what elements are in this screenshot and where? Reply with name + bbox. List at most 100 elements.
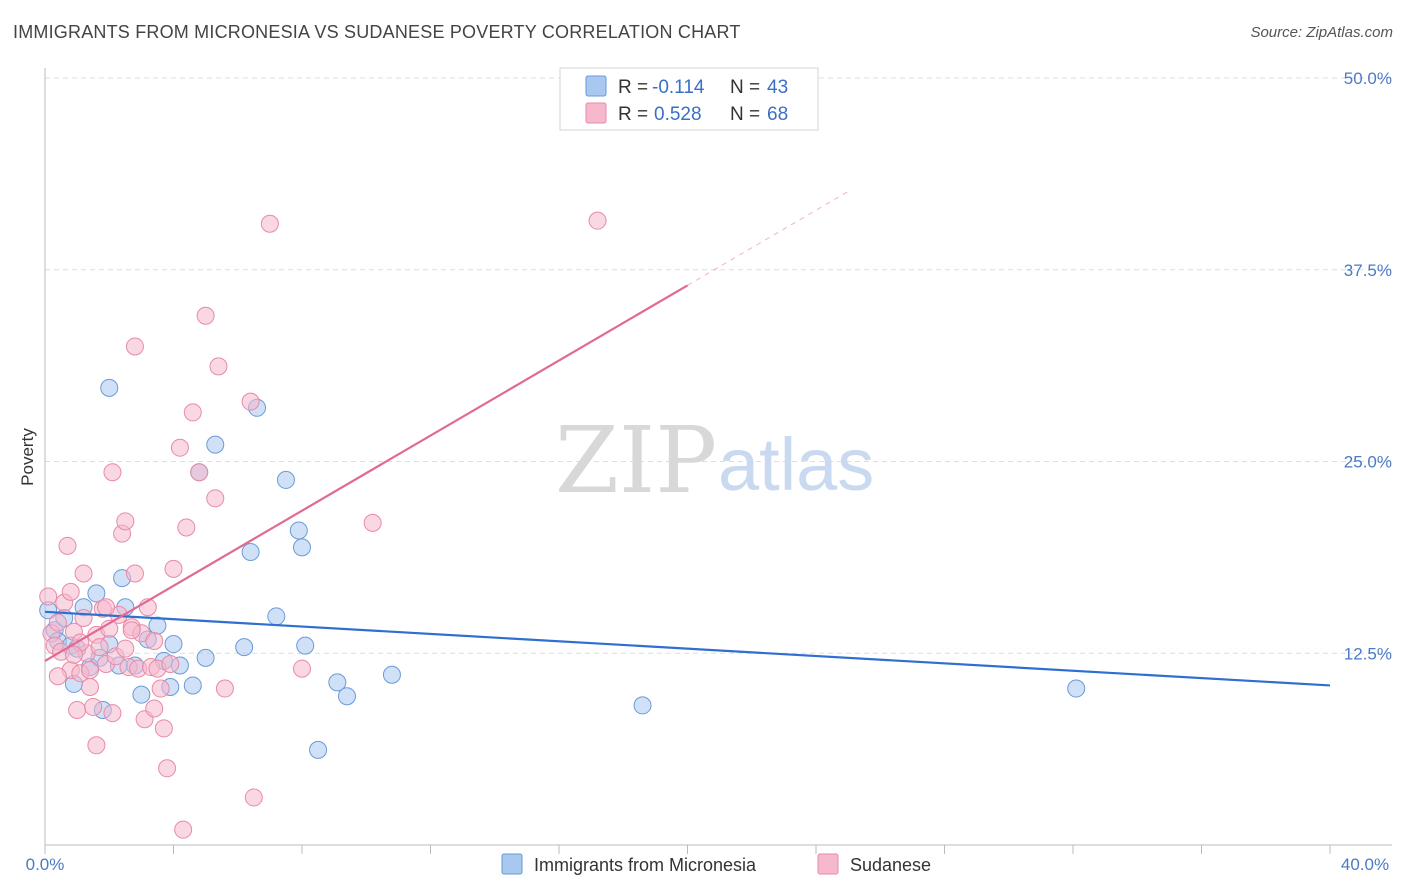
pink-trend-extension (687, 191, 849, 286)
pink-point-65 (64, 645, 83, 664)
y-axis-label: Poverty (18, 428, 37, 486)
watermark-atlas: atlas (718, 423, 874, 506)
pink-point-44 (196, 306, 215, 325)
pink-point-20 (103, 704, 122, 723)
pink-point-14 (84, 697, 103, 716)
pink-point-42 (183, 403, 202, 422)
legend-n-value-blue: 43 (767, 77, 788, 98)
pink-point-39 (164, 559, 183, 578)
pink-point-47 (215, 679, 234, 698)
pink-point-38 (161, 654, 180, 673)
x-tick-labels: 0.0% 40.0% (26, 855, 1389, 874)
y-tick-label-2: 37.5% (1344, 261, 1392, 280)
legend-r-label-pink: R = (618, 104, 648, 125)
blue-point-24 (183, 676, 202, 695)
pink-point-3 (48, 613, 67, 632)
pink-point-24 (116, 512, 135, 531)
y-tick-label-3: 50.0% (1344, 69, 1392, 88)
pink-point-67 (80, 661, 99, 680)
blue-point-25 (196, 648, 215, 667)
legend-r-value-pink: 0.528 (654, 104, 702, 125)
blue-point-37 (337, 687, 356, 706)
pink-point-6 (58, 536, 77, 555)
blue-point-17 (132, 685, 151, 704)
pink-point-9 (68, 701, 87, 720)
pink-point-51 (293, 659, 311, 678)
legend-r-label-blue: R = (618, 77, 648, 98)
source-label: Source: ZipAtlas.com (1250, 24, 1393, 41)
pink-point-27 (125, 564, 144, 583)
pink-point-13 (80, 677, 99, 696)
bottom-legend-label-blue: Immigrants from Micronesia (534, 855, 757, 875)
y-tick-label-1: 25.0% (1344, 453, 1392, 472)
bottom-legend: Immigrants from Micronesia Sudanese (501, 853, 931, 875)
pink-point-36 (154, 719, 173, 738)
legend-n-value-pink: 68 (767, 104, 788, 125)
pink-point-60 (97, 598, 116, 617)
pink-point-37 (158, 759, 177, 778)
grid-lines (45, 77, 1392, 654)
pink-point-11 (74, 608, 93, 627)
data-points (39, 211, 1086, 839)
blue-trend-line (44, 610, 1331, 687)
axes (44, 68, 1392, 854)
pink-point-53 (125, 337, 144, 356)
legend-r-value-blue: -0.114 (652, 77, 705, 98)
blue-point-31 (267, 607, 286, 626)
pink-point-48 (241, 392, 260, 411)
pink-point-61 (61, 582, 80, 601)
pink-point-46 (209, 357, 228, 376)
pink-point-50 (260, 214, 279, 233)
legend-swatch-pink (585, 102, 607, 124)
blue-point-28 (235, 638, 254, 657)
pink-point-66 (588, 211, 607, 230)
blue-point-27 (206, 435, 225, 454)
legend-n-label-blue: N = (730, 77, 760, 98)
pink-point-40 (170, 438, 189, 457)
x-tick-label-min: 0.0% (26, 855, 65, 874)
pink-point-57 (87, 736, 106, 755)
pink-point-59 (145, 631, 164, 650)
pink-point-35 (151, 679, 170, 698)
pink-point-49 (244, 788, 263, 807)
blue-point-33 (289, 521, 308, 540)
blue-point-36 (328, 673, 347, 692)
watermark-zip: ZIP (555, 407, 717, 514)
blue-point-9 (87, 584, 106, 603)
y-tick-labels: 12.5% 25.0% 37.5% 50.0% (1344, 69, 1392, 663)
blue-point-39 (309, 740, 328, 759)
pink-point-58 (116, 639, 135, 658)
pink-point-16 (90, 638, 109, 657)
blue-point-32 (276, 470, 295, 489)
x-tick-label-max: 40.0% (1341, 855, 1389, 874)
bottom-legend-label-pink: Sudanese (850, 855, 931, 875)
pink-point-56 (48, 667, 67, 686)
pink-point-41 (177, 518, 196, 537)
blue-point-42 (1067, 679, 1086, 698)
bottom-legend-swatch-blue (501, 853, 523, 875)
chart-title: IMMIGRANTS FROM MICRONESIA VS SUDANESE P… (13, 22, 741, 42)
y-tick-label-0: 12.5% (1344, 644, 1392, 663)
watermark: ZIP atlas (555, 407, 874, 514)
blue-point-41 (633, 696, 652, 715)
pink-trend-line (44, 284, 689, 662)
pink-point-45 (206, 489, 225, 508)
blue-point-38 (382, 665, 401, 684)
pink-point-54 (74, 564, 93, 583)
pink-point-64 (122, 621, 141, 640)
blue-point-29 (241, 543, 260, 562)
pink-point-63 (174, 820, 193, 839)
pink-point-52 (363, 513, 382, 532)
blue-point-40 (100, 378, 119, 397)
trend-lines (44, 191, 1331, 687)
bottom-legend-swatch-pink (817, 853, 839, 875)
legend-box: R = -0.114 N = 43 R = 0.528 N = 68 (559, 67, 819, 131)
blue-point-22 (164, 635, 183, 654)
legend-swatch-blue (585, 75, 607, 97)
pink-point-0 (39, 587, 58, 606)
pink-point-55 (103, 463, 122, 482)
blue-point-35 (296, 636, 315, 655)
legend-n-label-pink: N = (730, 104, 760, 125)
blue-point-34 (293, 538, 311, 557)
